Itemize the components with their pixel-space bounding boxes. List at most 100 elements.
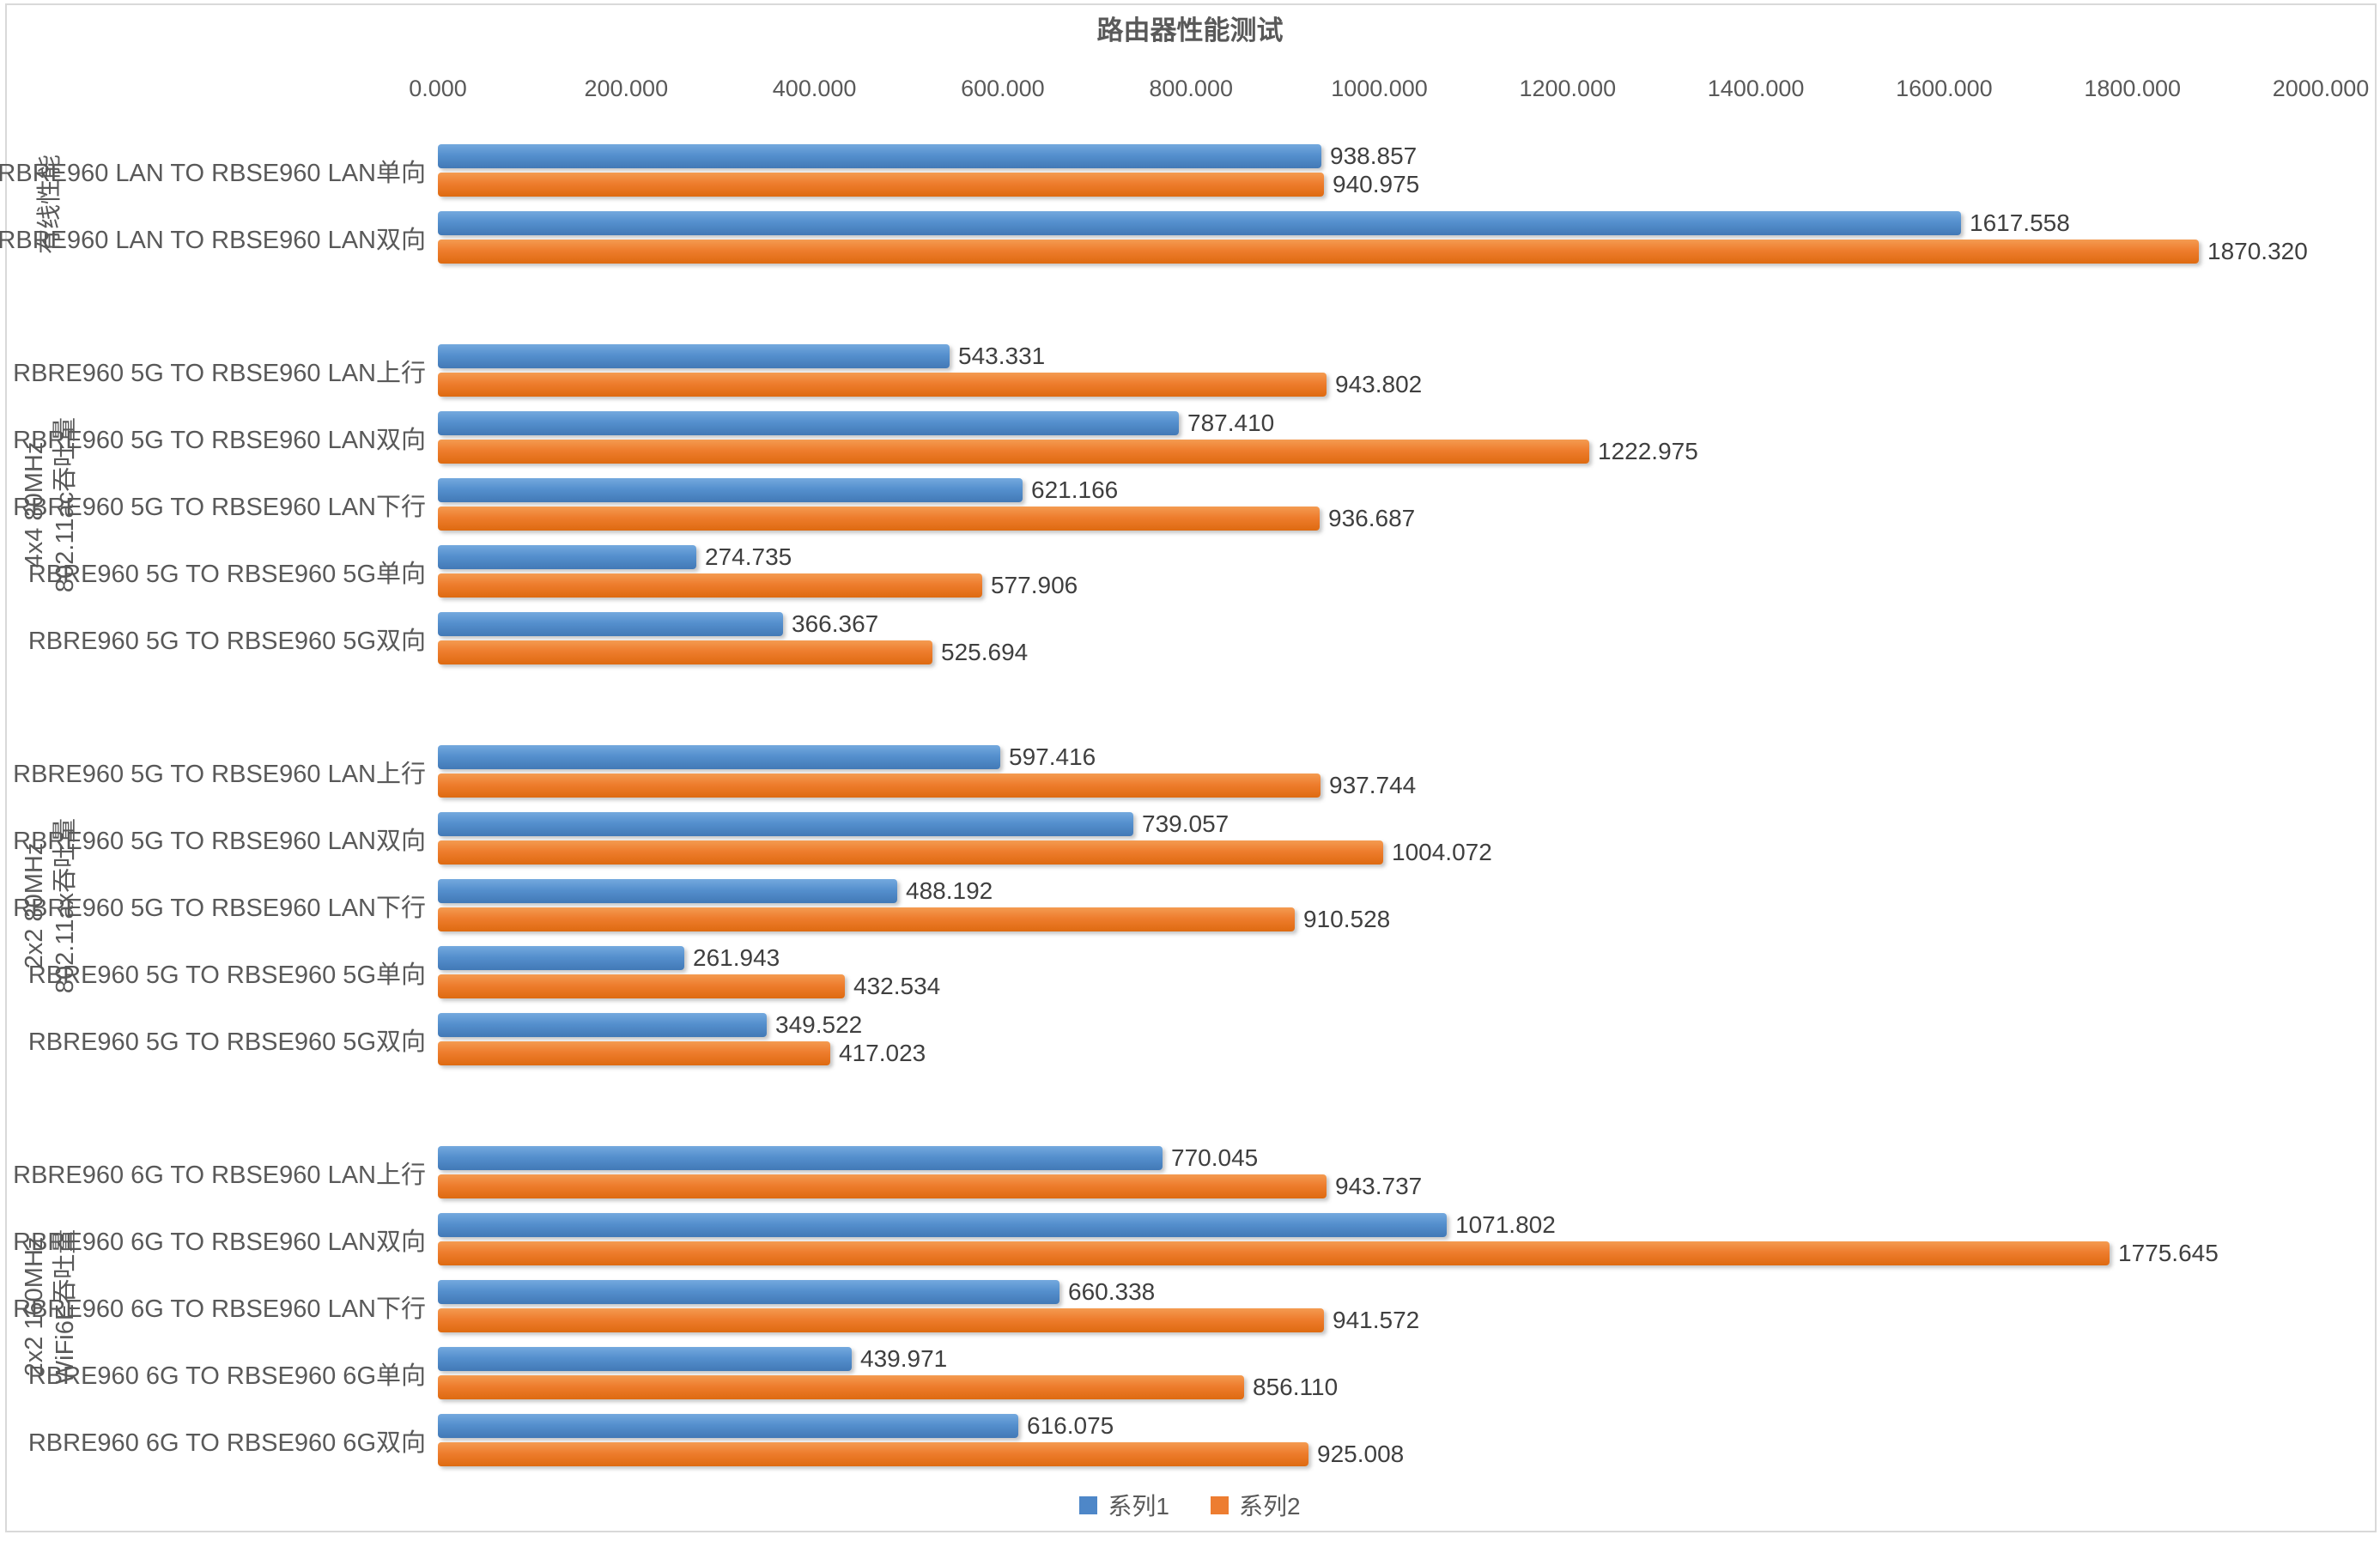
data-label: 1870.320 <box>2207 238 2308 264</box>
series1-bar <box>438 545 696 569</box>
series2-bar <box>438 640 932 664</box>
category-label: RBRE960 5G TO RBSE960 LAN双向 <box>13 827 426 855</box>
category-label: RBRE960 6G TO RBSE960 LAN下行 <box>13 1295 426 1323</box>
group-axis-label-line: 有线性能 <box>35 154 64 254</box>
series1-bar <box>438 344 950 368</box>
series2-bar <box>438 1308 1324 1332</box>
data-label: 937.744 <box>1329 772 1417 798</box>
data-label: 621.166 <box>1031 476 1119 503</box>
legend-series1-label: 系列1 <box>1108 1493 1169 1520</box>
data-label: 925.008 <box>1317 1441 1405 1467</box>
data-label: 274.735 <box>705 543 792 570</box>
series2-bar <box>438 240 2199 264</box>
series1-bar <box>438 1414 1018 1438</box>
series1-bar <box>438 812 1133 836</box>
series2-bar <box>438 974 845 998</box>
data-label: 432.534 <box>853 973 941 999</box>
category-label: RBRE960 5G TO RBSE960 5G单向 <box>27 961 426 989</box>
data-label: 941.572 <box>1333 1307 1420 1333</box>
data-label: 439.971 <box>860 1345 948 1372</box>
series1-bar <box>438 1146 1163 1170</box>
data-label: 488.192 <box>906 877 993 904</box>
series2-bar <box>438 507 1320 531</box>
series1-bar <box>438 946 684 970</box>
x-axis-tick-label: 200.000 <box>584 76 669 101</box>
x-axis-tick-label: 0.000 <box>409 76 467 101</box>
legend: 系列1 系列2 <box>0 1488 2380 1522</box>
x-axis-tick-label: 400.000 <box>772 76 857 101</box>
group-axis-label-line: WiFi6E吞吐量 <box>52 1228 79 1384</box>
data-label: 525.694 <box>941 639 1029 665</box>
data-label: 261.943 <box>693 944 780 971</box>
data-label: 660.338 <box>1068 1278 1156 1305</box>
series2-bar <box>438 907 1295 931</box>
series1-bar <box>438 144 1321 168</box>
group-axis-label-line: 802.11ac吞吐量 <box>52 416 79 592</box>
data-label: 943.802 <box>1335 371 1423 397</box>
group-axis-label: 2x2 160MHz WiFi6E吞吐量 <box>3 1066 97 1547</box>
series2-bar <box>438 373 1327 397</box>
data-label: 943.737 <box>1335 1173 1423 1199</box>
series1-bar <box>438 1213 1447 1237</box>
series2-bar <box>438 1241 2110 1265</box>
group-axis-label-line: 4x4 80MHz <box>20 441 48 567</box>
category-label: RBRE960 5G TO RBSE960 LAN双向 <box>13 426 426 454</box>
data-label: 1617.558 <box>1970 209 2070 236</box>
category-label: RBRE960 5G TO RBSE960 LAN上行 <box>13 359 426 387</box>
series2-bar <box>438 1442 1308 1466</box>
group-axis-label-line: 802.11ax吞吐量 <box>52 817 79 993</box>
x-axis-tick-label: 2000.000 <box>2272 76 2370 101</box>
series1-bar <box>438 211 1961 235</box>
x-axis-tick-label: 1200.000 <box>1519 76 1617 101</box>
legend-series2-label: 系列2 <box>1239 1493 1301 1520</box>
data-label: 1004.072 <box>1392 839 1492 865</box>
category-label: RBRE960 LAN TO RBSE960 LAN单向 <box>0 159 426 187</box>
series2-bar <box>438 1174 1327 1198</box>
category-label: RBRE960 5G TO RBSE960 5G双向 <box>27 1028 426 1056</box>
legend-item-series1: 系列1 <box>1079 1488 1169 1522</box>
series2-bar <box>438 1041 830 1065</box>
category-label: RBRE960 5G TO RBSE960 LAN下行 <box>13 894 426 922</box>
series1-bar <box>438 1280 1059 1304</box>
data-label: 597.416 <box>1009 743 1096 770</box>
group-axis-label-line: 2x2 80MHz <box>20 842 48 968</box>
category-label: RBRE960 5G TO RBSE960 LAN上行 <box>13 760 426 788</box>
data-label: 543.331 <box>958 343 1046 369</box>
category-label: RBRE960 6G TO RBSE960 6G双向 <box>27 1429 426 1457</box>
data-label: 417.023 <box>839 1040 926 1066</box>
data-label: 936.687 <box>1328 505 1416 531</box>
series1-swatch-icon <box>1079 1495 1098 1514</box>
data-label: 366.367 <box>792 610 879 637</box>
series1-bar <box>438 745 1000 769</box>
category-label: RBRE960 6G TO RBSE960 6G单向 <box>27 1362 426 1390</box>
series2-bar <box>438 573 982 598</box>
series2-bar <box>438 1375 1244 1399</box>
data-label: 1222.975 <box>1598 438 1698 464</box>
x-axis-tick-label: 1400.000 <box>1707 76 1805 101</box>
category-label: RBRE960 6G TO RBSE960 LAN双向 <box>13 1228 426 1256</box>
x-axis-tick-label: 1800.000 <box>2084 76 2181 101</box>
x-axis-tick-label: 600.000 <box>961 76 1045 101</box>
x-axis-tick-label: 1000.000 <box>1331 76 1428 101</box>
data-label: 349.522 <box>775 1011 863 1038</box>
data-label: 1071.802 <box>1455 1211 1556 1238</box>
series2-bar <box>438 440 1589 464</box>
data-label: 940.975 <box>1333 171 1420 197</box>
category-label: RBRE960 5G TO RBSE960 LAN下行 <box>13 493 426 521</box>
series2-swatch-icon <box>1211 1495 1229 1514</box>
category-label: RBRE960 5G TO RBSE960 5G双向 <box>27 627 426 655</box>
category-label: RBRE960 5G TO RBSE960 5G单向 <box>27 560 426 588</box>
category-label: RBRE960 LAN TO RBSE960 LAN双向 <box>0 226 426 254</box>
chart-title: 路由器性能测试 <box>1096 15 1284 46</box>
data-label: 787.410 <box>1187 410 1275 436</box>
series1-bar <box>438 1347 852 1371</box>
data-label: 910.528 <box>1303 906 1391 932</box>
data-label: 770.045 <box>1171 1144 1259 1171</box>
x-axis-tick-label: 1600.000 <box>1896 76 1993 101</box>
series1-bar <box>438 1013 767 1037</box>
series1-bar <box>438 879 897 903</box>
series1-bar <box>438 612 783 636</box>
data-label: 577.906 <box>991 572 1078 598</box>
data-label: 856.110 <box>1253 1374 1339 1400</box>
